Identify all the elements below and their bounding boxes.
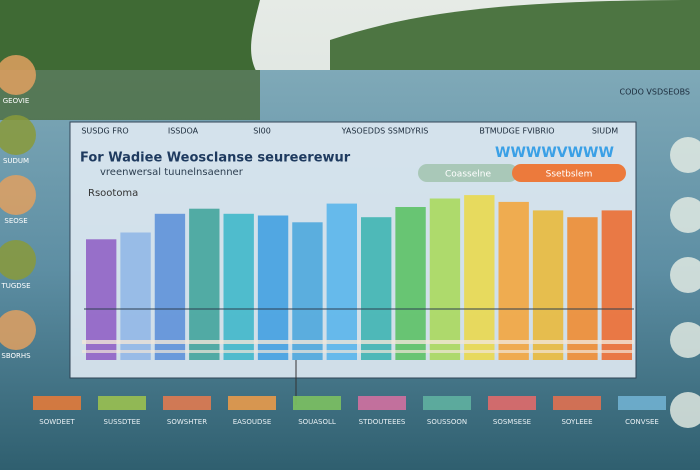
- wave-title: WWWWVWWW: [495, 145, 614, 161]
- side-icons: GEOVIE SUDUM SEOSE TUGDSE SBORHS: [0, 55, 700, 428]
- bottom-icon: [228, 396, 276, 410]
- bottom-icons: SOWDEET SUSSDTEE SOWSHTER EASOUDSE SOUASOLL S…: [33, 396, 666, 426]
- bar: [154, 213, 186, 360]
- bar: [498, 201, 529, 360]
- bank: [0, 70, 260, 120]
- bar: [86, 239, 117, 360]
- bar: [601, 210, 632, 360]
- bar: [429, 198, 461, 360]
- bar: [326, 203, 357, 360]
- bottom-icon: [293, 396, 341, 410]
- bar: [532, 210, 564, 360]
- side-icon-right: [670, 322, 700, 358]
- bar: [223, 213, 254, 360]
- bottom-icon: [553, 396, 601, 410]
- header-label: BTMUDGE FVIBRIO: [479, 127, 554, 136]
- side-icon: [0, 310, 36, 350]
- header-label: YASOEDDS SSMDYRIS: [341, 127, 429, 136]
- bottom-icon: [423, 396, 471, 410]
- bottom-icon: [98, 396, 146, 410]
- bottom-icon: [33, 396, 81, 410]
- bar: [292, 222, 323, 360]
- bottom-caption: SOWSHTER: [167, 418, 207, 426]
- bottom-caption: SOWDEET: [39, 418, 75, 426]
- bar: [189, 208, 220, 360]
- pill-bg: [512, 164, 626, 182]
- badge-bg: [418, 164, 518, 182]
- bar: [395, 207, 426, 360]
- bottom-caption: SOUASOLL: [298, 418, 336, 426]
- bottom-icon: [618, 396, 666, 410]
- bottom-caption: SUSSDTEE: [104, 418, 141, 426]
- bottom-caption: SOSMSESE: [493, 418, 531, 426]
- side-icon: [0, 240, 36, 280]
- y-label: Rsootoma: [88, 188, 138, 199]
- bar: [567, 217, 598, 360]
- side-icon-right: [670, 197, 700, 233]
- bar: [257, 215, 289, 360]
- side-label: SEOSE: [4, 217, 27, 225]
- bottom-icon: [488, 396, 536, 410]
- bar: [464, 195, 495, 360]
- header-label: SUSDG FRO: [81, 127, 128, 136]
- pill: Ssetbslem: [546, 170, 593, 180]
- band: [82, 350, 634, 353]
- side-icon: [0, 175, 36, 215]
- chart-subtitle: vreenwersal tuunelnsaenner: [100, 167, 244, 178]
- badge: Coasselne: [445, 170, 491, 180]
- header-label: SIUDM: [592, 127, 618, 136]
- side-icon-right: [670, 257, 700, 293]
- side-icon-right: [670, 137, 700, 173]
- side-label: SBORHS: [1, 352, 31, 360]
- header-label: SI00: [253, 127, 271, 136]
- bottom-icon: [358, 396, 406, 410]
- side-icon: [0, 115, 36, 155]
- chart-title: For Wadiee Weosclanse seureerewur: [80, 151, 351, 166]
- bottom-caption: STDOUTEEES: [359, 418, 406, 426]
- bar: [120, 232, 151, 360]
- bar: [361, 217, 392, 360]
- side-label: GEOVIE: [3, 97, 30, 105]
- bottom-caption: SOYLEEE: [561, 418, 592, 426]
- bottom-caption: EASOUDSE: [233, 418, 272, 426]
- side-icon: [0, 55, 36, 95]
- bottom-caption: SOUSSOON: [427, 418, 467, 426]
- trees-right: [330, 0, 700, 85]
- header-labels: SUSDG FRO ISSDOA SI00 YASOEDDS SSMDYRIS BTMU…: [81, 127, 618, 136]
- band: [82, 340, 634, 344]
- side-label: SUDUM: [3, 157, 29, 165]
- side-label: TUGDSE: [0, 282, 30, 290]
- bottom-caption: CONVSEE: [625, 418, 659, 426]
- side-icon-right: [670, 392, 700, 428]
- header-label: ISSDOA: [168, 127, 199, 136]
- bars: [84, 195, 634, 360]
- corner-label: CODO VSDSEOBS: [620, 88, 690, 97]
- bottom-icon: [163, 396, 211, 410]
